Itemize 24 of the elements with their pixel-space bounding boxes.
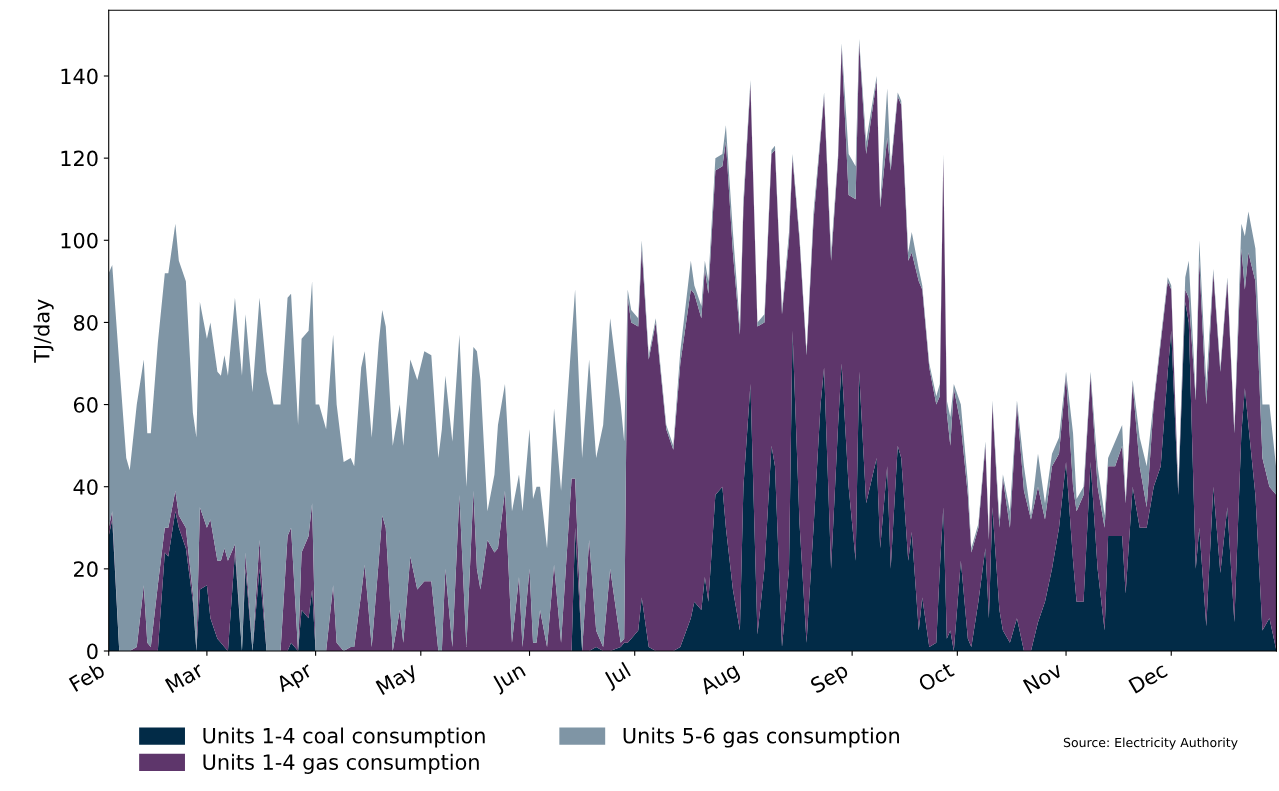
y-axis-title: TJ/day: [33, 299, 54, 363]
y-tick-label: 40: [73, 479, 98, 495]
x-tick-label: Jun: [490, 662, 528, 695]
legend-label: Units 1-4 coal consumption: [203, 727, 485, 748]
x-tick-label: Dec: [1128, 661, 1169, 694]
y-tick-label: 100: [61, 232, 98, 249]
y-tick-label: 80: [73, 314, 98, 331]
x-tick-label: Mar: [164, 661, 205, 694]
x-tick-label: Sep: [809, 661, 852, 698]
source-note: Source: Electricity Authority: [1063, 737, 1238, 750]
x-tick-label: Apr: [274, 661, 316, 697]
x-tick-label: Aug: [698, 662, 742, 699]
x-tick-label: Oct: [917, 661, 955, 693]
legend-label: Units 5-6 gas consumption: [623, 727, 899, 748]
y-tick-label: 140: [61, 68, 98, 85]
x-tick-label: May: [375, 661, 421, 699]
y-tick-label: 0: [87, 643, 98, 660]
x-tick-label: Feb: [68, 661, 106, 693]
y-tick-label: 60: [73, 397, 98, 413]
y-tick-label: 120: [61, 150, 98, 167]
legend-label: Units 1-4 gas consumption: [203, 753, 479, 774]
y-tick-label: 20: [74, 561, 98, 578]
x-tick-label: Nov: [1022, 661, 1064, 694]
x-tick-label: Jul: [601, 661, 633, 692]
